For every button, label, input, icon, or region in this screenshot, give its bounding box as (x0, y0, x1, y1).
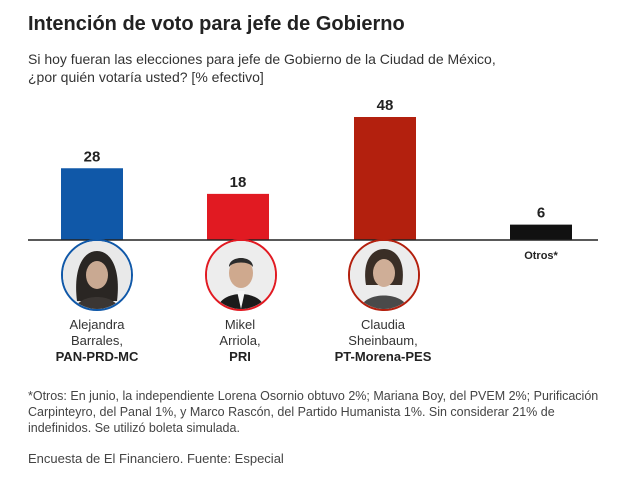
person-icon (63, 241, 131, 309)
candidate-first-name: Mikel (224, 317, 256, 332)
source-credit: Encuesta de El Financiero. Fuente: Espec… (28, 451, 284, 466)
bar-value-label-2: 48 (377, 97, 394, 114)
bar-3 (510, 224, 572, 240)
chart-title: Intención de voto para jefe de Gobierno (28, 13, 405, 35)
candidate-photo-arriola (205, 239, 277, 311)
candidate-label-arriola: Mikel Arriola, PRI (170, 317, 310, 365)
person-icon (350, 241, 418, 309)
candidate-first-name: Alejandra (69, 317, 125, 332)
bar-value-label-1: 18 (230, 174, 247, 191)
bar-2 (354, 117, 416, 240)
subtitle-line-1: Si hoy fueran las elecciones para jefe d… (28, 51, 496, 67)
candidate-label-barrales: Alejandra Barrales, PAN-PRD-MC (27, 317, 167, 365)
candidate-photo-sheinbaum (348, 239, 420, 311)
others-category-label: Otros* (524, 250, 558, 262)
bar-0 (61, 168, 123, 240)
candidate-last-name: Sheinbaum, (348, 333, 418, 348)
bar-value-label-0: 28 (84, 148, 101, 165)
bar-value-label-3: 6 (537, 205, 545, 222)
person-icon (207, 241, 275, 309)
candidate-label-sheinbaum: Claudia Sheinbaum, PT-Morena-PES (313, 317, 453, 365)
candidate-last-name: Barrales, (70, 333, 124, 348)
candidate-party: PT-Morena-PES (334, 349, 432, 364)
subtitle-line-2: ¿por quién votaría usted? [% efectivo] (28, 69, 264, 85)
bar-chart: 28 18 48 6 Otros* (28, 97, 598, 262)
candidate-first-name: Claudia (360, 317, 406, 332)
chart-subtitle: Si hoy fueran las elecciones para jefe d… (28, 50, 498, 86)
candidate-party: PRI (229, 349, 251, 364)
candidate-last-name: Arriola, (219, 333, 261, 348)
bar-1 (207, 193, 269, 240)
footnote: *Otros: En junio, la independiente Loren… (28, 389, 599, 435)
candidate-party: PAN-PRD-MC (55, 349, 139, 364)
candidate-photo-barrales (61, 239, 133, 311)
